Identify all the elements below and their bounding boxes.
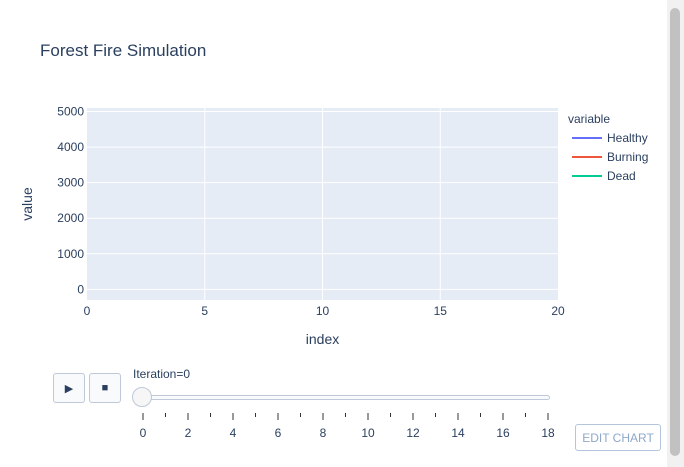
stop-button[interactable]: ■ [89,373,121,403]
x-tick-label: 20 [551,304,565,318]
legend-title: variable [568,112,610,126]
y-tick-label: 2000 [57,211,84,225]
play-icon: ▶ [64,382,74,395]
y-tick-label: 0 [77,282,84,296]
y-tick-label: 1000 [57,247,84,261]
iteration-slider-handle[interactable] [132,387,152,407]
x-tick-label: 10 [316,304,330,318]
y-tick-label: 4000 [57,140,84,154]
y-tick-label: 3000 [57,176,84,190]
x-tick-label: 15 [434,304,448,318]
x-axis-title: index [306,331,339,347]
scrollbar-thumb[interactable] [670,8,680,456]
play-button[interactable]: ▶ [53,373,85,403]
legend-item-healthy: Healthy [607,131,648,145]
x-tick-label: 0 [84,304,91,318]
iteration-slider-rail[interactable] [135,395,550,400]
stop-icon: ■ [101,382,109,394]
slider-label: Iteration=0 [133,367,191,381]
chart-plot: 0 5 10 15 20 0 1000 2000 3000 4000 5000 index value v… [19,105,648,347]
legend-item-dead: Dead [607,169,636,183]
edit-chart-button[interactable]: EDIT CHART [575,424,661,451]
y-axis-title: value [19,187,35,221]
x-tick-label: 5 [201,304,208,318]
legend-item-burning: Burning [607,150,648,164]
page-scrollbar[interactable] [667,0,684,467]
chart-title: Forest Fire Simulation [40,41,207,60]
y-tick-label: 5000 [57,105,84,119]
